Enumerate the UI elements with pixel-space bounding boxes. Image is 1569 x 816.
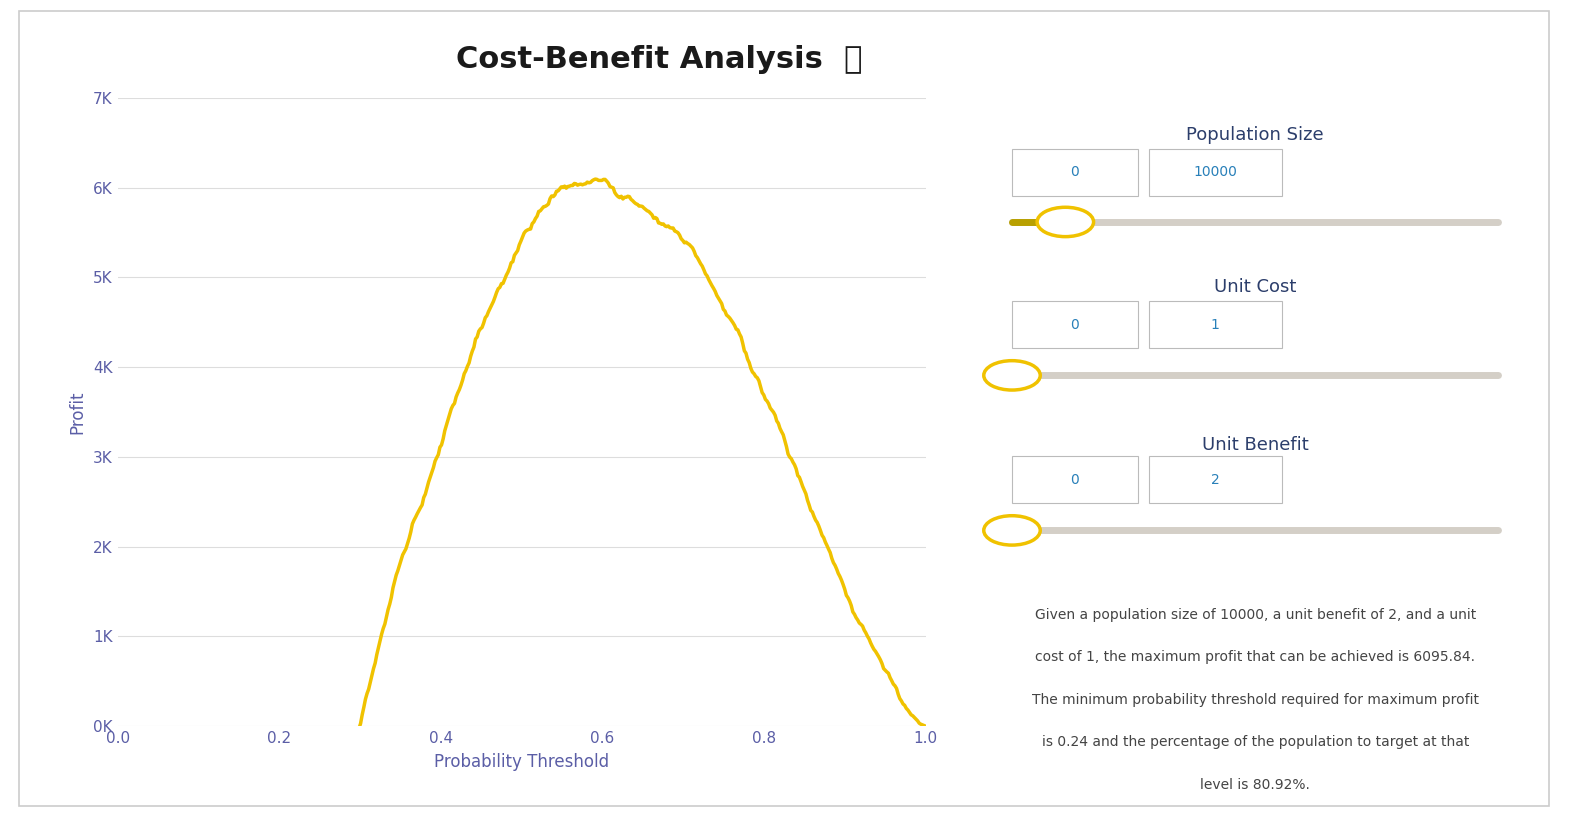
- Text: 2: 2: [1211, 472, 1219, 487]
- X-axis label: Probability Threshold: Probability Threshold: [435, 753, 609, 771]
- Text: 1: 1: [1211, 317, 1219, 332]
- FancyBboxPatch shape: [1149, 301, 1282, 348]
- FancyBboxPatch shape: [1012, 301, 1138, 348]
- Text: 0: 0: [1070, 472, 1079, 487]
- Text: 10000: 10000: [1194, 165, 1236, 180]
- Y-axis label: Profit: Profit: [67, 390, 86, 434]
- FancyBboxPatch shape: [1012, 456, 1138, 503]
- Text: is 0.24 and the percentage of the population to target at that: is 0.24 and the percentage of the popula…: [1042, 735, 1469, 749]
- Circle shape: [1037, 207, 1094, 237]
- Text: level is 80.92%.: level is 80.92%.: [1200, 778, 1310, 792]
- FancyBboxPatch shape: [1012, 149, 1138, 196]
- FancyBboxPatch shape: [1149, 149, 1282, 196]
- Text: Given a population size of 10000, a unit benefit of 2, and a unit: Given a population size of 10000, a unit…: [1034, 608, 1476, 622]
- Text: Population Size: Population Size: [1186, 126, 1324, 144]
- Text: Unit Cost: Unit Cost: [1214, 278, 1296, 296]
- Circle shape: [984, 516, 1040, 545]
- Text: 0: 0: [1070, 165, 1079, 180]
- FancyBboxPatch shape: [1149, 456, 1282, 503]
- Text: Cost-Benefit Analysis  ⓘ: Cost-Benefit Analysis ⓘ: [455, 45, 863, 74]
- Text: The minimum probability threshold required for maximum profit: The minimum probability threshold requir…: [1032, 693, 1478, 707]
- Text: Unit Benefit: Unit Benefit: [1202, 436, 1309, 454]
- Text: 0: 0: [1070, 317, 1079, 332]
- Text: cost of 1, the maximum profit that can be achieved is 6095.84.: cost of 1, the maximum profit that can b…: [1036, 650, 1475, 664]
- Circle shape: [984, 361, 1040, 390]
